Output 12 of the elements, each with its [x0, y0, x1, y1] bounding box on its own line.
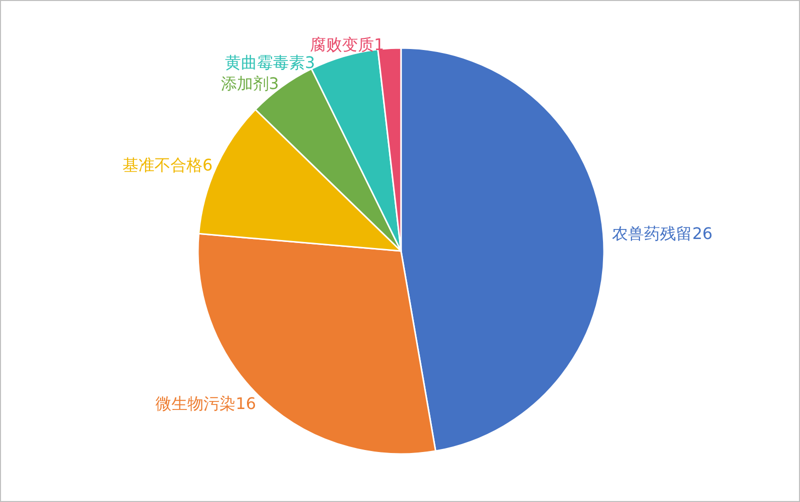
data-label: 26 [692, 224, 713, 243]
slice-label: 基准不合格 [122, 156, 202, 175]
slice-label: 黄曲霉毒素 [224, 52, 305, 72]
data-label: 6 [202, 156, 213, 175]
data-label: 3 [304, 52, 316, 72]
data-label: 16 [236, 394, 256, 414]
data-label: 3 [268, 74, 279, 94]
slice-label: 农兽药残留 [612, 224, 692, 243]
slice-label: 微生物污染 [156, 394, 236, 414]
slice-label: 添加剂 [220, 74, 269, 94]
slice-label: 腐败变质 [310, 34, 374, 54]
data-label: 1 [374, 34, 384, 54]
